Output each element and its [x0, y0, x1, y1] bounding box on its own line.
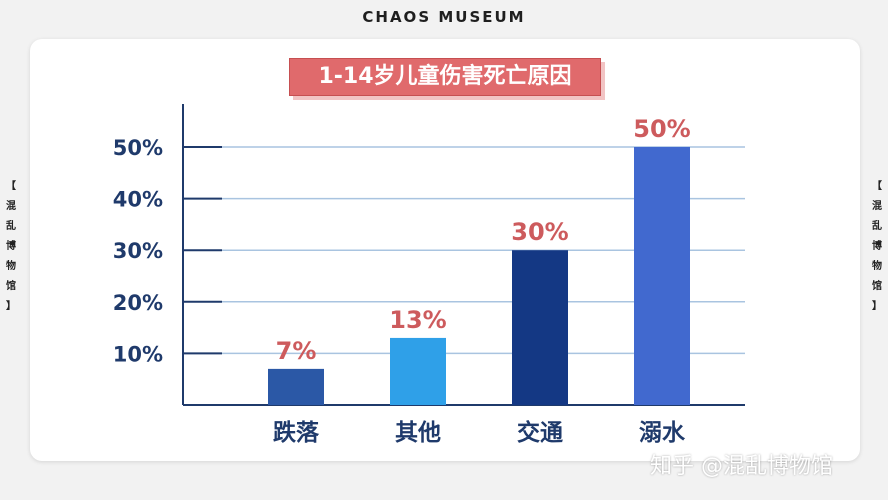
chart-title: 1-14岁儿童伤害死亡原因 [289, 58, 601, 96]
side-char: 乱 [6, 221, 16, 232]
bar-value-label: 50% [633, 115, 690, 143]
bar-value-label: 7% [276, 337, 317, 365]
bar-value-label: 13% [389, 306, 446, 334]
x-category-label: 溺水 [639, 420, 686, 446]
zhihu-watermark: 知乎 @混乱博物馆 [650, 454, 833, 479]
y-tick-label: 30% [113, 239, 163, 263]
bar [512, 250, 568, 405]
y-tick-label: 40% [113, 188, 163, 212]
bar [268, 368, 324, 405]
x-category-label: 其他 [395, 420, 441, 446]
y-tick-label: 20% [113, 291, 163, 315]
side-char: 【 [6, 181, 16, 192]
side-char: 】 [872, 301, 882, 312]
side-label-right: 【 混 乱 博 物 馆 】 [870, 177, 884, 317]
side-char: 【 [872, 181, 882, 192]
x-category-label: 跌落 [273, 420, 320, 446]
x-category-label: 交通 [517, 419, 563, 446]
side-char: 】 [6, 301, 16, 312]
y-tick-label: 10% [113, 342, 163, 366]
side-char: 博 [872, 241, 882, 252]
y-tick-label: 50% [113, 136, 163, 160]
side-char: 混 [6, 201, 16, 212]
bar [390, 337, 446, 405]
side-char: 馆 [872, 281, 882, 292]
side-char: 乱 [872, 221, 882, 232]
side-char: 物 [872, 261, 882, 272]
bar [634, 147, 690, 405]
side-char: 博 [6, 241, 16, 252]
side-char: 馆 [6, 281, 16, 292]
side-char: 物 [6, 261, 16, 272]
side-char: 混 [872, 201, 882, 212]
bar-value-label: 30% [511, 218, 568, 246]
side-label-left: 【 混 乱 博 物 馆 】 [4, 177, 18, 317]
museum-brand-header: CHAOS MUSEUM [362, 8, 526, 26]
